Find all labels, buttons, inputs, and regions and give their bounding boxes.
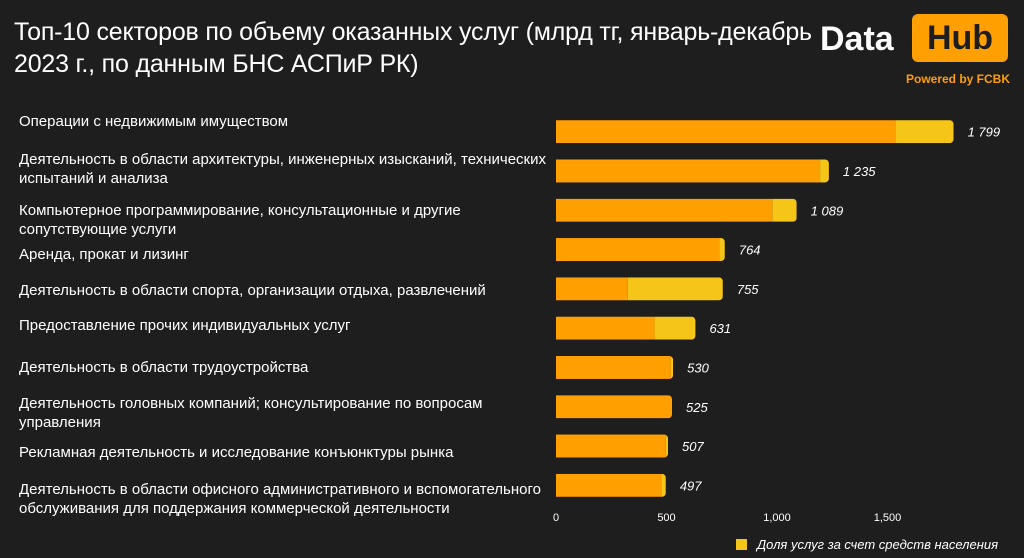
x-tick-label: 0 — [553, 512, 559, 524]
x-tick-label: 1,000 — [763, 512, 791, 524]
datahub-logo: Data Hub Powered by FCBK — [820, 14, 1010, 94]
category-label: Операции с недвижимым имуществом — [19, 113, 289, 130]
logo-hub-text: Hub — [912, 14, 1008, 62]
value-label: 507 — [682, 439, 704, 454]
legend-swatch — [736, 539, 747, 550]
category-label: Аренда, прокат и лизинг — [19, 246, 189, 263]
x-tick-label: 500 — [657, 512, 675, 524]
bar-main — [556, 395, 673, 419]
bar-population-share — [665, 434, 669, 458]
category-label: Деятельность в области спорта, организац… — [19, 282, 486, 299]
bar-main — [556, 120, 896, 144]
bar-population-share — [772, 198, 797, 222]
value-label: 497 — [680, 478, 702, 493]
bar-main — [556, 159, 821, 183]
value-label: 1 799 — [968, 125, 1001, 140]
category-label: Предоставление прочих индивидуальных усл… — [19, 317, 351, 334]
logo-powered-text: Powered by FCBK — [905, 72, 1010, 86]
bar-population-share — [895, 120, 954, 144]
value-label: 1 235 — [843, 164, 876, 179]
legend: Доля услуг за счет средств населения — [736, 537, 998, 552]
bar-population-share — [670, 355, 674, 379]
value-label: 764 — [739, 243, 761, 258]
bar-population-share — [654, 316, 696, 340]
x-tick-label: 1,500 — [874, 512, 902, 524]
category-label: Деятельность в области архитектуры, инже… — [19, 151, 546, 187]
value-label: 530 — [687, 360, 709, 375]
legend-label: Доля услуг за счет средств населения — [757, 537, 999, 552]
value-label: 525 — [686, 400, 708, 415]
bar-population-share — [820, 159, 829, 183]
bar-population-share — [627, 277, 723, 301]
value-label: 631 — [709, 321, 731, 336]
bar-population-share — [661, 473, 666, 497]
bar-population-share — [719, 238, 725, 262]
bar-main — [556, 198, 773, 222]
bar-main — [556, 277, 628, 301]
bar-main — [556, 238, 720, 262]
category-label: Рекламная деятельность и исследование ко… — [19, 444, 454, 461]
category-label: Деятельность в области офисного админист… — [19, 481, 541, 517]
logo-data-text: Data — [820, 20, 894, 58]
chart-title: Топ-10 секторов по объему оказанных услу… — [14, 18, 812, 78]
category-label: Деятельность в области трудоустройства — [19, 359, 309, 376]
bar-main — [556, 355, 671, 379]
value-label: 755 — [737, 282, 759, 297]
bar-main — [556, 434, 666, 458]
value-label: 1 089 — [811, 203, 844, 218]
bar-main — [556, 473, 662, 497]
category-label: Компьютерное программирование, консульта… — [19, 202, 461, 238]
category-label: Деятельность головных компаний; консульт… — [19, 395, 483, 431]
bar-main — [556, 316, 655, 340]
